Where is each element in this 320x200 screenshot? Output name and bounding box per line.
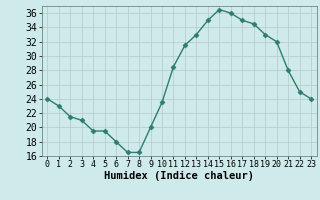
X-axis label: Humidex (Indice chaleur): Humidex (Indice chaleur)	[104, 171, 254, 181]
